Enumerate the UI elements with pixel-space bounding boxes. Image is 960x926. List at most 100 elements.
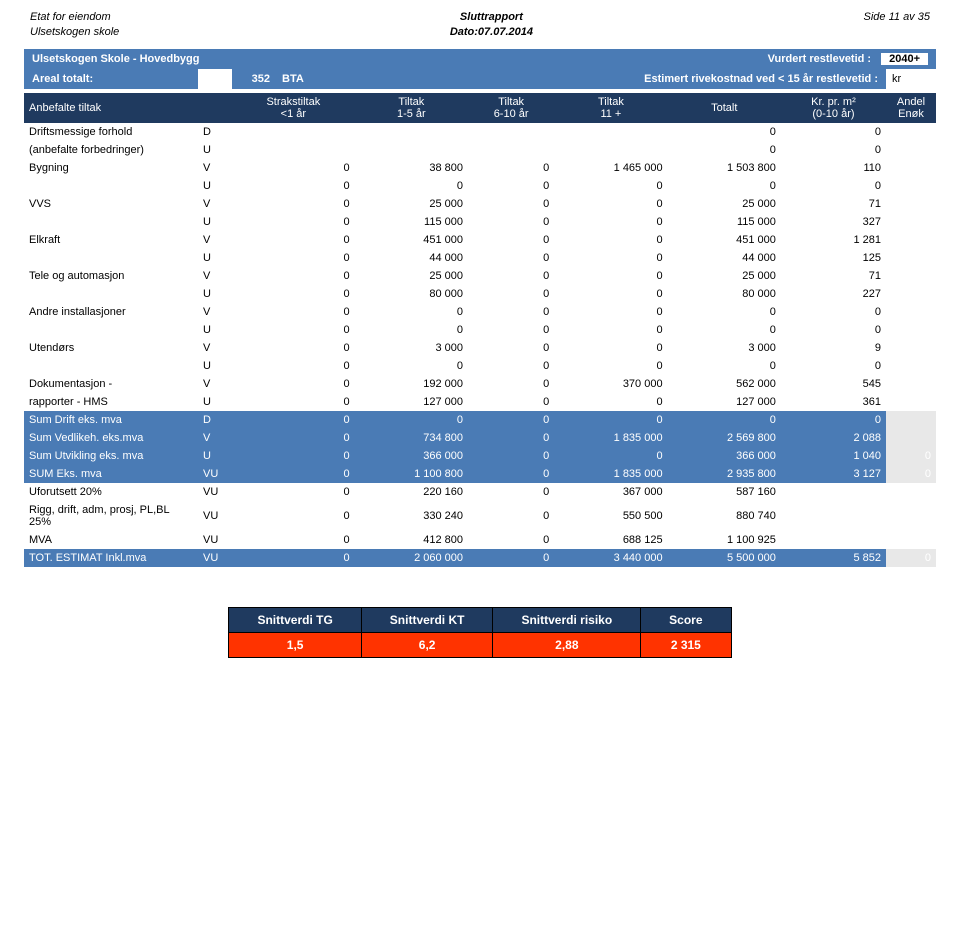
row-enok	[886, 483, 936, 501]
row-value: 0	[668, 141, 781, 159]
table-row: MVAVU0412 8000688 1251 100 925	[24, 531, 936, 549]
row-enok	[886, 249, 936, 267]
header-center: Sluttrapport Dato:07.07.2014	[450, 10, 533, 41]
row-value: 1 281	[781, 231, 886, 249]
summary-th-kt: Snittverdi KT	[361, 607, 493, 632]
row-value: 2 060 000	[355, 549, 468, 567]
row-value: 0	[232, 213, 355, 231]
building-name: Ulsetskogen Skole - Hovedbygg	[32, 53, 768, 65]
row-enok	[886, 357, 936, 375]
row-label: Uforutsett 20%	[24, 483, 198, 501]
row-value: 71	[781, 267, 886, 285]
row-value: 0	[232, 177, 355, 195]
row-value: 545	[781, 375, 886, 393]
row-value: 0	[554, 177, 667, 195]
summary-th-score: Score	[641, 607, 731, 632]
cost-table-head: Anbefalte tiltak Strakstiltak <1 år Tilt…	[24, 93, 936, 123]
row-value: 0	[781, 411, 886, 429]
row-value: 1 835 000	[554, 429, 667, 447]
row-value: 0	[468, 177, 554, 195]
areal-unit: BTA	[276, 69, 318, 89]
row-value: 366 000	[668, 447, 781, 465]
row-value: 0	[355, 411, 468, 429]
row-enok	[886, 303, 936, 321]
row-value: 0	[468, 447, 554, 465]
row-value: 0	[232, 357, 355, 375]
row-label: Driftsmessige forhold	[24, 123, 198, 141]
row-label: Utendørs	[24, 339, 198, 357]
row-value: 1 465 000	[554, 159, 667, 177]
row-value: 0	[554, 267, 667, 285]
row-label	[24, 357, 198, 375]
row-value: 1 100 925	[668, 531, 781, 549]
row-value: 192 000	[355, 375, 468, 393]
row-code: V	[198, 195, 232, 213]
row-label: (anbefalte forbedringer)	[24, 141, 198, 159]
row-enok	[886, 159, 936, 177]
row-value: 0	[668, 357, 781, 375]
areal-label: Areal totalt:	[24, 69, 198, 89]
row-value: 0	[468, 231, 554, 249]
row-value: 0	[468, 249, 554, 267]
areal-band: Areal totalt: 352 BTA Estimert rivekostn…	[24, 69, 936, 89]
row-code: U	[198, 141, 232, 159]
row-value: 1 835 000	[554, 465, 667, 483]
row-value: 0	[468, 339, 554, 357]
table-row: (anbefalte forbedringer)U00	[24, 141, 936, 159]
row-value: 5 500 000	[668, 549, 781, 567]
row-value: 0	[554, 357, 667, 375]
row-label: SUM Eks. mva	[24, 465, 198, 483]
row-code: VU	[198, 549, 232, 567]
row-value: 330 240	[355, 501, 468, 531]
row-value: 361	[781, 393, 886, 411]
row-enok	[886, 231, 936, 249]
row-enok	[886, 285, 936, 303]
th-totalt: Totalt	[668, 93, 781, 123]
row-enok: 0	[886, 465, 936, 483]
row-value: 366 000	[355, 447, 468, 465]
row-value: 0	[468, 267, 554, 285]
row-value: 127 000	[355, 393, 468, 411]
row-value	[232, 123, 355, 141]
row-value: 25 000	[668, 267, 781, 285]
row-enok	[886, 339, 936, 357]
row-code: U	[198, 285, 232, 303]
row-value: 0	[232, 195, 355, 213]
row-value: 3 440 000	[554, 549, 667, 567]
row-enok: 0	[886, 447, 936, 465]
row-value	[355, 141, 468, 159]
row-enok	[886, 429, 936, 447]
row-label: Elkraft	[24, 231, 198, 249]
row-value: 0	[355, 177, 468, 195]
cost-table: Anbefalte tiltak Strakstiltak <1 år Tilt…	[24, 93, 936, 567]
row-value: 0	[232, 231, 355, 249]
row-enok	[886, 411, 936, 429]
row-value: 327	[781, 213, 886, 231]
row-value: 0	[232, 321, 355, 339]
row-value: 0	[232, 267, 355, 285]
row-code: U	[198, 321, 232, 339]
table-row: Sum Drift eks. mvaD000000	[24, 411, 936, 429]
row-value: 0	[468, 411, 554, 429]
summary-val-tg: 1,5	[229, 632, 361, 657]
header-page: Side 11 av 35	[864, 10, 930, 25]
row-code: V	[198, 159, 232, 177]
row-value: 0	[554, 447, 667, 465]
row-value: 0	[232, 159, 355, 177]
areal-gap	[198, 69, 232, 89]
row-label: Sum Utvikling eks. mva	[24, 447, 198, 465]
row-value: 734 800	[355, 429, 468, 447]
table-row: Sum Vedlikeh. eks.mvaV0734 80001 835 000…	[24, 429, 936, 447]
table-row: SUM Eks. mvaVU01 100 80001 835 0002 935 …	[24, 465, 936, 483]
summary-val-risiko: 2,88	[493, 632, 641, 657]
row-value: 0	[232, 483, 355, 501]
row-label: Sum Drift eks. mva	[24, 411, 198, 429]
summary-th-tg: Snittverdi TG	[229, 607, 361, 632]
row-value: 71	[781, 195, 886, 213]
row-value: 550 500	[554, 501, 667, 531]
row-value: 127 000	[668, 393, 781, 411]
row-code: VU	[198, 531, 232, 549]
row-value: 2 569 800	[668, 429, 781, 447]
row-value: 80 000	[355, 285, 468, 303]
row-code: VU	[198, 501, 232, 531]
